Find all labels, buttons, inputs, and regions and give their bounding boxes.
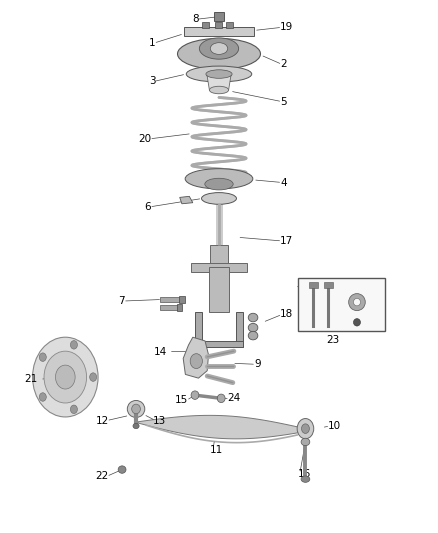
Text: 13: 13 <box>152 416 166 426</box>
Ellipse shape <box>353 319 360 326</box>
Ellipse shape <box>71 405 78 414</box>
Ellipse shape <box>248 324 258 332</box>
Ellipse shape <box>190 354 202 368</box>
Ellipse shape <box>191 391 199 399</box>
Text: 18: 18 <box>280 309 293 319</box>
Polygon shape <box>138 415 305 439</box>
Ellipse shape <box>201 192 237 204</box>
Text: 25: 25 <box>306 282 320 292</box>
Ellipse shape <box>44 351 87 403</box>
Text: 24: 24 <box>228 393 241 403</box>
Text: 10: 10 <box>328 421 341 431</box>
Ellipse shape <box>185 168 253 189</box>
Ellipse shape <box>210 43 228 54</box>
Bar <box>160 297 181 302</box>
Text: 11: 11 <box>210 445 223 455</box>
Ellipse shape <box>56 365 75 389</box>
Ellipse shape <box>207 70 231 80</box>
Bar <box>195 312 201 348</box>
Bar <box>184 27 254 36</box>
Text: 21: 21 <box>25 374 38 384</box>
Text: 16: 16 <box>297 469 311 479</box>
Text: 12: 12 <box>96 416 109 426</box>
Ellipse shape <box>206 70 232 78</box>
Text: 23: 23 <box>326 335 339 344</box>
Bar <box>208 266 230 312</box>
Bar <box>191 263 247 272</box>
Text: 8: 8 <box>193 14 199 25</box>
Bar <box>195 341 243 348</box>
Ellipse shape <box>301 438 310 446</box>
Text: 1: 1 <box>149 38 155 48</box>
Ellipse shape <box>301 476 310 482</box>
Ellipse shape <box>353 298 360 306</box>
Text: 6: 6 <box>145 202 151 212</box>
Text: 22: 22 <box>96 472 109 481</box>
Bar <box>309 282 318 288</box>
Bar <box>324 282 332 288</box>
Ellipse shape <box>217 394 225 402</box>
Ellipse shape <box>205 178 233 190</box>
Ellipse shape <box>90 373 97 381</box>
Ellipse shape <box>32 337 98 417</box>
Polygon shape <box>180 196 193 204</box>
Ellipse shape <box>39 393 46 401</box>
Bar <box>226 22 233 28</box>
Ellipse shape <box>301 424 309 433</box>
Ellipse shape <box>248 313 258 322</box>
Ellipse shape <box>127 400 145 417</box>
Bar <box>179 296 184 303</box>
Ellipse shape <box>349 294 365 311</box>
Polygon shape <box>183 337 208 378</box>
Text: 2: 2 <box>280 60 287 69</box>
Bar <box>297 278 385 332</box>
Ellipse shape <box>186 66 252 82</box>
Bar <box>237 312 243 348</box>
Text: 5: 5 <box>280 96 287 107</box>
Text: 4: 4 <box>280 177 287 188</box>
Text: 3: 3 <box>149 77 155 86</box>
Ellipse shape <box>199 38 239 59</box>
Bar <box>214 12 224 21</box>
Text: 17: 17 <box>280 236 293 246</box>
Polygon shape <box>207 75 231 90</box>
Bar <box>177 304 182 311</box>
Ellipse shape <box>248 332 258 340</box>
Text: 19: 19 <box>280 22 293 33</box>
Ellipse shape <box>177 38 261 69</box>
Text: 9: 9 <box>254 359 261 369</box>
Bar <box>160 305 178 310</box>
Text: 14: 14 <box>153 346 166 357</box>
Ellipse shape <box>71 341 78 349</box>
Text: 15: 15 <box>175 395 188 406</box>
Bar <box>210 245 228 266</box>
Ellipse shape <box>133 423 139 429</box>
Ellipse shape <box>297 418 314 439</box>
Ellipse shape <box>118 466 126 473</box>
Bar <box>202 22 209 28</box>
Bar <box>215 22 222 28</box>
Ellipse shape <box>132 404 141 414</box>
Ellipse shape <box>39 353 46 361</box>
Ellipse shape <box>209 86 229 94</box>
Text: 20: 20 <box>138 134 151 144</box>
Text: 7: 7 <box>119 296 125 306</box>
